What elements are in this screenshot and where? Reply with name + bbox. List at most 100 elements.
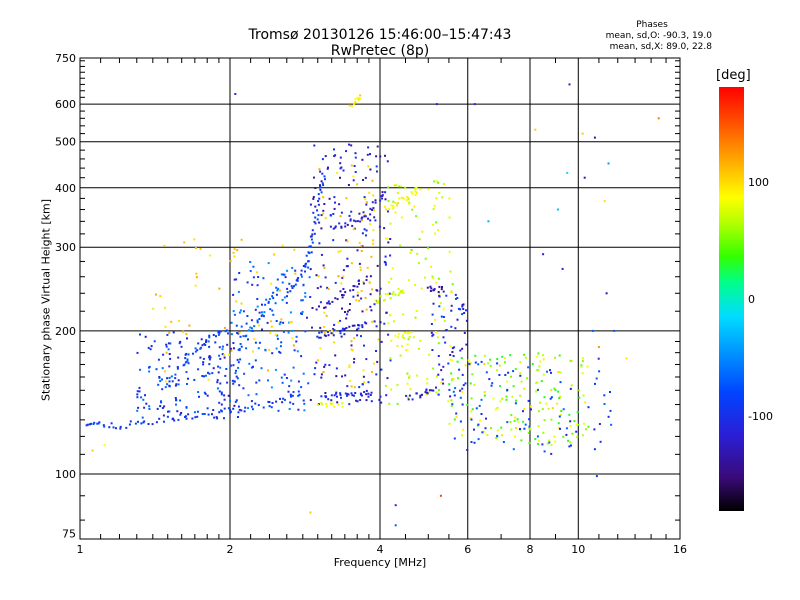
data-point xyxy=(494,408,497,411)
data-point xyxy=(319,184,321,187)
data-point xyxy=(352,228,355,231)
data-point xyxy=(231,379,234,382)
data-point xyxy=(164,380,167,383)
data-point xyxy=(470,441,473,443)
data-point xyxy=(318,221,321,224)
data-point xyxy=(364,215,367,218)
data-point xyxy=(372,362,375,365)
data-point xyxy=(292,366,295,369)
data-point xyxy=(383,298,386,301)
data-point xyxy=(384,208,387,211)
data-point xyxy=(542,373,545,376)
data-point xyxy=(402,292,405,294)
data-point xyxy=(344,291,347,294)
data-point xyxy=(201,344,204,347)
data-point xyxy=(326,286,329,289)
data-point xyxy=(270,282,273,285)
data-point xyxy=(202,361,205,364)
data-point xyxy=(320,395,323,398)
data-point xyxy=(247,394,250,397)
data-point xyxy=(430,323,433,325)
data-point xyxy=(177,356,180,359)
data-point xyxy=(365,275,368,278)
data-point xyxy=(323,334,326,337)
data-point xyxy=(373,209,375,212)
data-point xyxy=(365,358,368,361)
data-point xyxy=(340,335,343,338)
data-point xyxy=(353,165,356,167)
data-point xyxy=(360,393,362,396)
data-point xyxy=(385,311,388,314)
data-point xyxy=(377,338,380,341)
data-point xyxy=(258,311,261,314)
data-point xyxy=(527,432,530,434)
data-point xyxy=(119,427,122,430)
data-point xyxy=(359,94,362,97)
data-point xyxy=(429,285,432,288)
data-point xyxy=(539,360,542,363)
data-point xyxy=(356,334,359,337)
data-point xyxy=(262,277,265,280)
data-point xyxy=(376,302,379,304)
data-point xyxy=(610,423,613,426)
data-point xyxy=(531,363,534,365)
data-point xyxy=(237,366,240,369)
data-point xyxy=(220,391,223,394)
data-point xyxy=(257,404,260,407)
data-point xyxy=(435,386,437,389)
data-point xyxy=(369,394,372,396)
data-point xyxy=(254,402,257,405)
data-point xyxy=(350,105,353,108)
data-point xyxy=(304,265,307,268)
data-point xyxy=(411,208,414,211)
data-point xyxy=(346,394,348,397)
data-point xyxy=(148,407,151,410)
data-point xyxy=(500,426,503,429)
data-point xyxy=(421,393,423,396)
data-point xyxy=(383,227,386,230)
data-point xyxy=(144,335,147,338)
data-point xyxy=(470,410,473,413)
data-point xyxy=(358,386,361,389)
data-point xyxy=(541,354,544,357)
data-point xyxy=(142,398,145,401)
data-point xyxy=(454,327,457,330)
y-tick-label: 600 xyxy=(55,98,76,111)
data-point xyxy=(209,356,212,359)
data-point xyxy=(450,372,453,375)
data-point xyxy=(346,223,349,226)
data-point xyxy=(338,203,341,206)
data-point xyxy=(342,275,345,278)
data-point xyxy=(298,393,301,396)
data-point xyxy=(395,184,398,187)
data-point xyxy=(242,387,245,390)
data-point xyxy=(332,227,335,230)
data-point xyxy=(208,355,211,357)
data-point xyxy=(501,434,504,437)
data-point xyxy=(365,203,368,206)
data-point xyxy=(293,248,296,251)
data-point xyxy=(216,379,219,382)
data-point xyxy=(334,281,337,284)
data-point xyxy=(311,229,314,232)
data-point xyxy=(448,216,451,219)
data-point xyxy=(244,335,247,338)
data-point xyxy=(418,238,421,241)
data-point xyxy=(392,200,395,203)
data-point xyxy=(573,420,576,422)
data-point xyxy=(466,449,469,451)
data-point xyxy=(159,380,162,383)
data-point xyxy=(384,237,387,240)
data-point xyxy=(334,354,337,357)
data-point xyxy=(360,335,362,338)
data-point xyxy=(361,383,364,386)
data-point xyxy=(384,198,387,201)
data-point xyxy=(439,302,442,305)
data-point xyxy=(318,305,320,308)
data-point xyxy=(257,347,260,350)
data-point xyxy=(358,299,361,302)
data-point xyxy=(541,443,544,446)
data-point xyxy=(366,153,369,156)
data-point xyxy=(473,428,475,431)
data-point xyxy=(233,347,235,350)
